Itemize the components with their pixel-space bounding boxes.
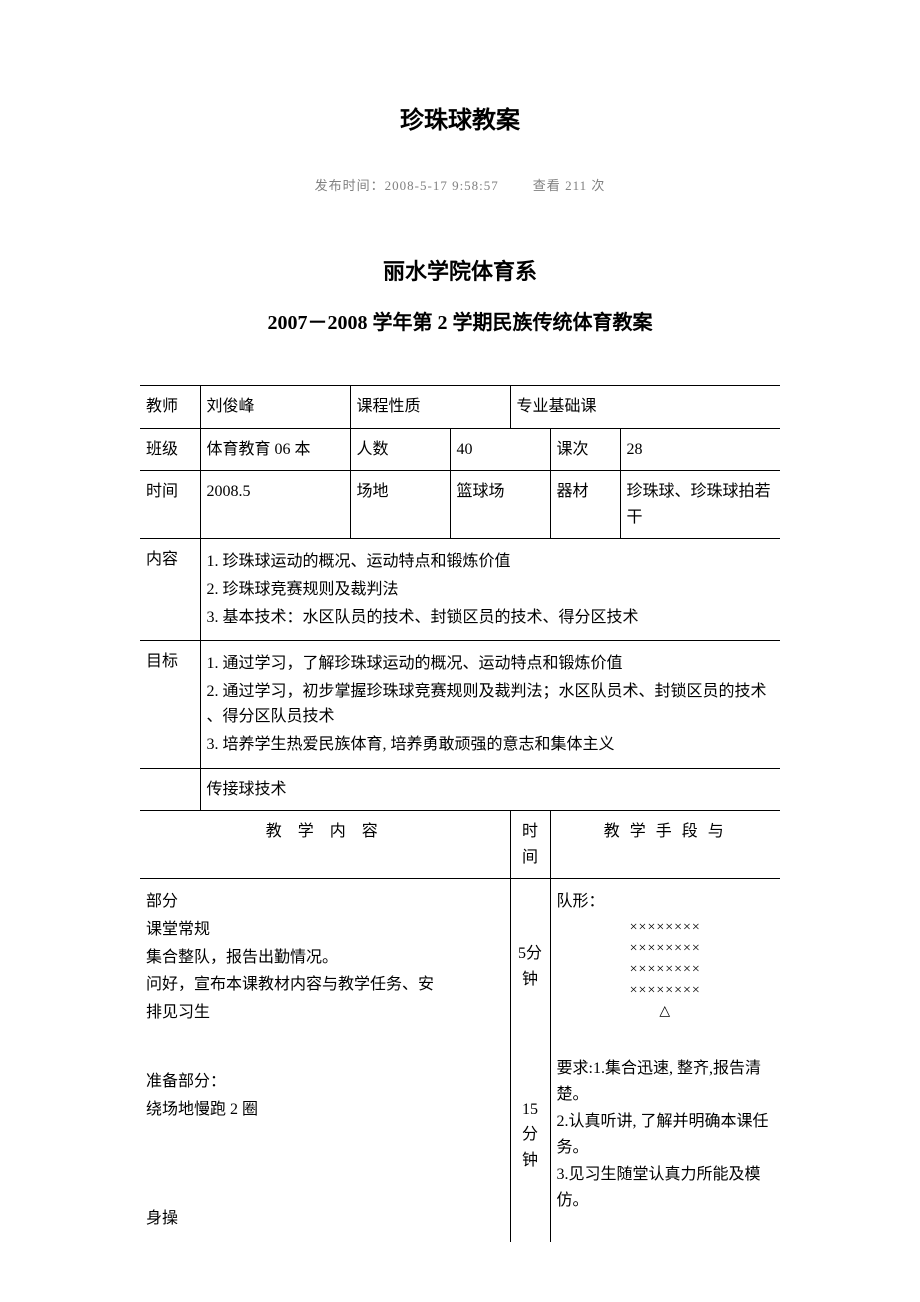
part2-time: 15分钟: [517, 1097, 544, 1174]
formation-row-3: ××××××××: [557, 959, 775, 980]
plan-col-time: 时间: [510, 811, 550, 879]
count-value: 40: [450, 428, 550, 471]
views-suffix: 次: [591, 178, 605, 193]
goal-row: 目标 1. 通过学习，了解珍珠球运动的概况、运动特点和锻炼价值 2. 通过学习，…: [140, 641, 780, 768]
part1-sub: 课堂常规: [146, 917, 504, 943]
pass-row: 传接球技术: [140, 768, 780, 811]
part1-l3: 排见习生: [146, 1000, 504, 1026]
subtitle-2: 2007－2008 学年第 2 学期民族传统体育教案: [0, 306, 920, 335]
part1-time: 5分钟: [517, 941, 544, 992]
count-label: 人数: [350, 428, 450, 471]
venue-value: 篮球场: [450, 471, 550, 539]
class-value: 体育教育 06 本: [200, 428, 350, 471]
subtitle-1: 丽水学院体育系: [0, 254, 920, 286]
course-nature-value: 专业基础课: [510, 386, 780, 429]
views-value: 211: [565, 178, 587, 193]
req-head: 要求:: [557, 1060, 593, 1077]
plan-method-cell: 队形： ×××××××× ×××××××× ×××××××× ×××××××× …: [550, 879, 780, 1242]
plan-content-cell: 部分 课堂常规 集合整队，报告出勤情况。 问好，宣布本课教材内容与教学任务、安 …: [140, 879, 510, 1242]
pass-label-empty: [140, 768, 200, 811]
content-label: 内容: [140, 539, 200, 641]
teacher-value: 刘俊峰: [200, 386, 350, 429]
formation-row-1: ××××××××: [557, 917, 775, 938]
plan-col-method: 教 学 手 段 与: [550, 811, 780, 879]
part1-l2: 问好，宣布本课教材内容与教学任务、安: [146, 972, 504, 998]
plan-header-row: 教 学 内 容 时间 教 学 手 段 与: [140, 811, 780, 879]
formation-diagram: ×××××××× ×××××××× ×××××××× ×××××××× △: [557, 917, 775, 1022]
goal-line-2: 2. 通过学习，初步掌握珍珠球竞赛规则及裁判法；水区队员术、封锁区员的技术 、得…: [207, 679, 775, 730]
goal-value: 1. 通过学习，了解珍珠球运动的概况、运动特点和锻炼价值 2. 通过学习，初步掌…: [200, 641, 780, 768]
req-3: 3.见习生随堂认真力所能及模仿。: [557, 1162, 775, 1213]
part2-l2: 身操: [146, 1206, 504, 1232]
plan-body-row: 部分 课堂常规 集合整队，报告出勤情况。 问好，宣布本课教材内容与教学任务、安 …: [140, 879, 780, 1242]
venue-label: 场地: [350, 471, 450, 539]
content-line-2: 2. 珍珠球竞赛规则及裁判法: [207, 577, 775, 603]
plan-time-cell: 5分钟 15分钟: [510, 879, 550, 1242]
goal-line-3: 3. 培养学生热爱民族体育, 培养勇敢顽强的意志和集体主义: [207, 732, 775, 758]
formation-label: 队形：: [557, 889, 775, 915]
session-value: 28: [620, 428, 780, 471]
content-row: 内容 1. 珍珠球运动的概况、运动特点和锻炼价值 2. 珍珠球竞赛规则及裁判法 …: [140, 539, 780, 641]
page-title: 珍珠球教案: [0, 100, 920, 135]
formation-triangle: △: [557, 1001, 775, 1022]
formation-row-2: ××××××××: [557, 938, 775, 959]
info-row-1: 教师 刘俊峰 课程性质 专业基础课: [140, 386, 780, 429]
publish-label: 发布时间：: [315, 178, 385, 193]
meta-line: 发布时间：2008-5-17 9:58:57 查看 211 次: [0, 175, 920, 194]
views-label: 查看: [533, 178, 561, 193]
part2-l1: 绕场地慢跑 2 圈: [146, 1097, 504, 1123]
content-line-3: 3. 基本技术：水区队员的技术、封锁区员的技术、得分区技术: [207, 605, 775, 631]
goal-line-1: 1. 通过学习，了解珍珠球运动的概况、运动特点和锻炼价值: [207, 651, 775, 677]
equip-label: 器材: [550, 471, 620, 539]
pass-value: 传接球技术: [200, 768, 780, 811]
equip-value: 珍珠球、珍珠球拍若干: [620, 471, 780, 539]
info-row-2: 班级 体育教育 06 本 人数 40 课次 28: [140, 428, 780, 471]
time-value: 2008.5: [200, 471, 350, 539]
plan-col-content: 教 学 内 容: [140, 811, 510, 879]
req-text: 要求:1.集合迅速, 整齐,报告清楚。: [557, 1056, 775, 1107]
formation-row-4: ××××××××: [557, 980, 775, 1001]
part1-l1: 集合整队，报告出勤情况。: [146, 945, 504, 971]
part1-heading: 部分: [146, 889, 504, 915]
req-2: 2.认真听讲, 了解并明确本课任务。: [557, 1109, 775, 1160]
info-row-3: 时间 2008.5 场地 篮球场 器材 珍珠球、珍珠球拍若干: [140, 471, 780, 539]
content-value: 1. 珍珠球运动的概况、运动特点和锻炼价值 2. 珍珠球竞赛规则及裁判法 3. …: [200, 539, 780, 641]
class-label: 班级: [140, 428, 200, 471]
part2-heading: 准备部分：: [146, 1069, 504, 1095]
content-line-1: 1. 珍珠球运动的概况、运动特点和锻炼价值: [207, 549, 775, 575]
session-label: 课次: [550, 428, 620, 471]
time-label: 时间: [140, 471, 200, 539]
goal-label: 目标: [140, 641, 200, 768]
lesson-plan-table: 教师 刘俊峰 课程性质 专业基础课 班级 体育教育 06 本 人数 40 课次 …: [140, 385, 780, 1242]
course-nature-label: 课程性质: [350, 386, 510, 429]
publish-value: 2008-5-17 9:58:57: [385, 178, 499, 193]
teacher-label: 教师: [140, 386, 200, 429]
